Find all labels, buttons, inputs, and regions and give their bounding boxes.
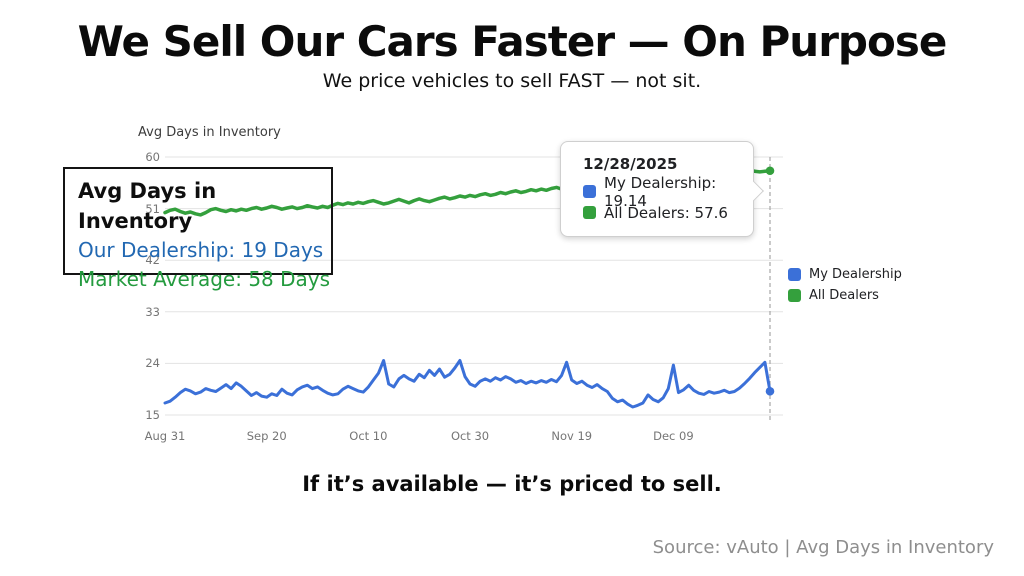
x-axis-tick-label: Oct 30: [450, 429, 490, 443]
legend-label: My Dealership: [809, 267, 902, 282]
y-axis-tick-label: 51: [145, 201, 160, 216]
series-line-my-dealership[interactable]: [163, 359, 772, 409]
series-endpoint-dot[interactable]: [765, 386, 775, 396]
tooltip-value: My Dealership: 19.14: [604, 173, 717, 210]
x-axis-tick-label: Nov 19: [551, 429, 593, 443]
y-axis-tick-label: 33: [145, 304, 160, 319]
chart-legend: My Dealership All Dealers: [788, 264, 902, 306]
annotation-title: Avg Days in Inventory: [78, 179, 217, 233]
tagline: If it’s available — it’s priced to sell.: [302, 472, 722, 496]
x-axis-tick-label: Aug 31: [144, 429, 186, 443]
y-axis-tick-label: 24: [145, 356, 160, 371]
tooltip-date: 12/28/2025: [583, 155, 678, 173]
y-axis-tick-label: 15: [145, 408, 160, 422]
my-dealership-swatch-icon: [583, 185, 596, 198]
y-axis-tick-label: 60: [145, 150, 160, 164]
my-dealership-swatch-icon: [788, 268, 801, 281]
annotation-callout-box: Avg Days in Inventory Our Dealership: 19…: [63, 167, 333, 291]
all-dealers-swatch-icon: [583, 206, 596, 219]
page-subtitle: We price vehicles to sell FAST — not sit…: [322, 70, 702, 92]
annotation-our-dealership: Our Dealership: 19 Days: [78, 238, 324, 262]
x-axis-tick-label: Oct 10: [349, 429, 388, 443]
x-axis-tick-label: Sep 20: [246, 429, 287, 443]
source-attribution: Source: vAuto | Avg Days in Inventory: [652, 537, 994, 558]
legend-item-my-dealership: My Dealership: [788, 264, 902, 285]
all-dealers-swatch-icon: [788, 289, 801, 302]
legend-item-all-dealers: All Dealers: [788, 285, 902, 306]
page-title: We Sell Our Cars Faster — On Purpose: [77, 17, 948, 66]
series-endpoint-dot[interactable]: [765, 166, 775, 176]
chart-tooltip: 12/28/2025 My Dealership: 19.14 All Deal…: [560, 141, 764, 237]
tooltip-row-my-dealership: My Dealership: 19.14: [583, 174, 753, 210]
legend-label: All Dealers: [809, 288, 879, 303]
annotation-market-average: Market Average: 58 Days: [78, 267, 331, 291]
y-axis-tick-label: 42: [145, 253, 160, 268]
y-axis-title: Avg Days in Inventory: [138, 125, 281, 140]
tooltip-row-all-dealers: All Dealers: 57.6: [583, 202, 753, 223]
x-axis-tick-label: Dec 09: [653, 429, 694, 443]
tooltip-value: All Dealers: 57.6: [604, 203, 728, 222]
